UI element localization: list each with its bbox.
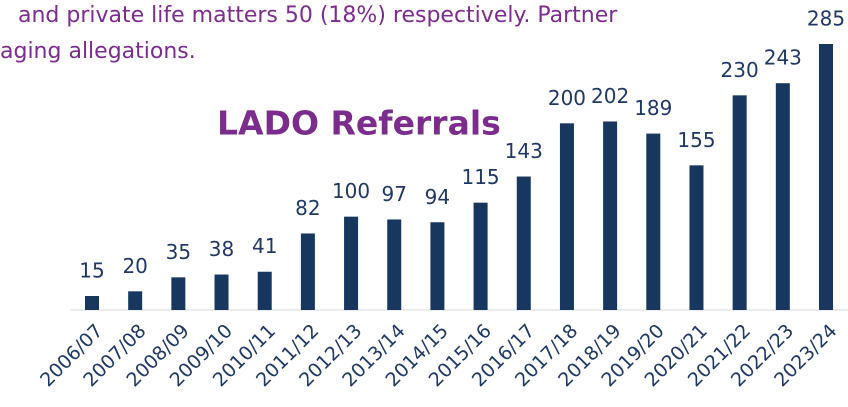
bar bbox=[430, 222, 445, 310]
value-label: 189 bbox=[634, 96, 672, 120]
bar bbox=[387, 219, 402, 310]
value-label: 285 bbox=[807, 7, 845, 31]
value-label: 100 bbox=[332, 179, 370, 203]
annotation: and private life matters 50 (18%) respec… bbox=[18, 3, 618, 28]
value-label: 35 bbox=[166, 240, 191, 264]
value-label: 15 bbox=[79, 259, 104, 283]
value-label: 155 bbox=[677, 128, 715, 152]
value-label: 200 bbox=[548, 86, 586, 110]
bar bbox=[516, 176, 531, 310]
bar bbox=[775, 83, 790, 310]
bar bbox=[559, 123, 574, 310]
value-label: 243 bbox=[764, 46, 802, 70]
value-label: 143 bbox=[505, 139, 543, 163]
value-label: 230 bbox=[721, 58, 759, 82]
bar bbox=[257, 271, 272, 310]
bar bbox=[732, 95, 747, 310]
value-label: 38 bbox=[209, 237, 234, 261]
bar bbox=[300, 233, 315, 310]
bar bbox=[473, 202, 488, 310]
bar bbox=[344, 216, 359, 310]
value-label: 202 bbox=[591, 84, 629, 108]
value-label: 97 bbox=[382, 182, 407, 206]
bar bbox=[646, 133, 661, 310]
annotation: aging allegations. bbox=[0, 39, 196, 64]
value-label: 82 bbox=[295, 196, 320, 220]
bar bbox=[171, 277, 186, 310]
bar bbox=[128, 291, 143, 310]
chart-title: LADO Referrals bbox=[217, 104, 501, 143]
bar bbox=[603, 121, 618, 310]
value-label: 20 bbox=[122, 254, 147, 278]
value-label: 94 bbox=[425, 185, 450, 209]
bar bbox=[214, 274, 229, 310]
bar bbox=[689, 165, 704, 310]
value-label: 115 bbox=[461, 165, 499, 189]
bar bbox=[85, 296, 99, 310]
bar bbox=[819, 44, 833, 310]
value-label: 41 bbox=[252, 234, 277, 258]
